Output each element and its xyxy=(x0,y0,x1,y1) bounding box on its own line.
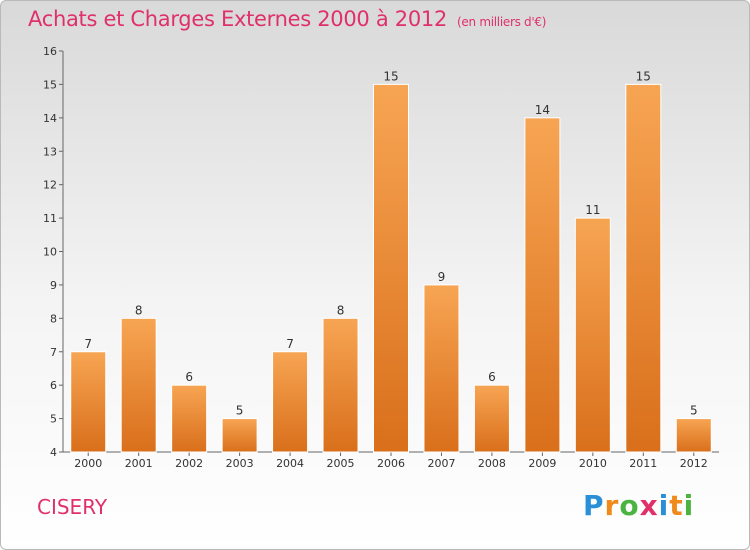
bar xyxy=(221,418,258,453)
x-tick-label: 2011 xyxy=(629,457,657,470)
x-tick-label: 2008 xyxy=(478,457,506,470)
x-tick-label: 2001 xyxy=(125,457,153,470)
commune-name: CISERY xyxy=(37,495,108,519)
bar xyxy=(373,83,409,453)
y-tick-label: 12 xyxy=(43,179,57,192)
bar xyxy=(171,384,208,453)
bar-value-label: 11 xyxy=(585,203,600,217)
x-tick-label: 2007 xyxy=(427,457,455,470)
bar xyxy=(675,418,712,453)
logo-letter: r xyxy=(604,489,620,522)
bar-value-label: 14 xyxy=(535,103,550,117)
bar-value-label: 8 xyxy=(135,303,143,317)
logo-letter: P xyxy=(583,489,605,522)
bar xyxy=(70,351,107,453)
bar-value-label: 6 xyxy=(185,370,193,384)
chart-subtitle: (en milliers d'€) xyxy=(457,15,547,29)
y-tick-label: 9 xyxy=(50,279,57,292)
x-tick-label: 2010 xyxy=(579,457,607,470)
x-tick-label: 2000 xyxy=(74,457,102,470)
x-tick-label: 2005 xyxy=(327,457,355,470)
bar-value-label: 15 xyxy=(383,69,398,83)
x-tick-label: 2004 xyxy=(276,457,304,470)
bar-value-label: 15 xyxy=(636,69,651,83)
y-tick-label: 4 xyxy=(50,446,57,459)
bar xyxy=(625,83,662,453)
bar xyxy=(524,117,561,453)
x-tick-label: 2006 xyxy=(377,457,405,470)
y-tick-label: 13 xyxy=(43,145,57,158)
bar-value-label: 5 xyxy=(690,404,698,418)
proxiti-logo[interactable]: Proxiti xyxy=(583,489,694,522)
y-tick-label: 15 xyxy=(43,78,57,91)
bar-value-label: 7 xyxy=(84,337,92,351)
bar-value-label: 7 xyxy=(286,337,294,351)
bar-value-label: 6 xyxy=(488,370,496,384)
bar xyxy=(322,317,359,453)
y-tick-label: 5 xyxy=(50,413,57,426)
bar xyxy=(473,384,510,453)
y-tick-label: 14 xyxy=(43,112,57,125)
x-tick-label: 2002 xyxy=(175,457,203,470)
y-tick-label: 10 xyxy=(43,246,57,259)
logo-letter: x xyxy=(639,489,659,522)
bar xyxy=(574,217,611,453)
logo-letter: i xyxy=(683,489,695,522)
bar-value-label: 8 xyxy=(337,303,345,317)
bar xyxy=(423,284,460,453)
logo-letter: i xyxy=(658,489,670,522)
bar xyxy=(272,351,309,453)
x-tick-label: 2009 xyxy=(528,457,556,470)
x-tick-label: 2003 xyxy=(226,457,254,470)
logo-letter: t xyxy=(669,489,684,522)
y-tick-label: 16 xyxy=(43,45,57,58)
y-tick-label: 8 xyxy=(50,312,57,325)
y-tick-label: 11 xyxy=(43,212,57,225)
chart-labels: 2000 7 2001 8 2002 6 2003 5 2004 7 2005 8 2006 15 2007… xyxy=(74,69,708,470)
bar xyxy=(120,317,157,453)
bar-value-label: 9 xyxy=(438,270,446,284)
chart-title: Achats et Charges Externes 2000 à 2012 (e… xyxy=(28,7,546,31)
chart-bars xyxy=(70,83,712,453)
x-tick-label: 2012 xyxy=(680,457,708,470)
y-tick-label: 7 xyxy=(50,346,57,359)
title-text: Achats et Charges Externes 2000 à 2012 xyxy=(28,7,448,31)
logo-letter: o xyxy=(619,489,640,522)
bar-value-label: 5 xyxy=(236,404,244,418)
y-tick-label: 6 xyxy=(50,379,57,392)
